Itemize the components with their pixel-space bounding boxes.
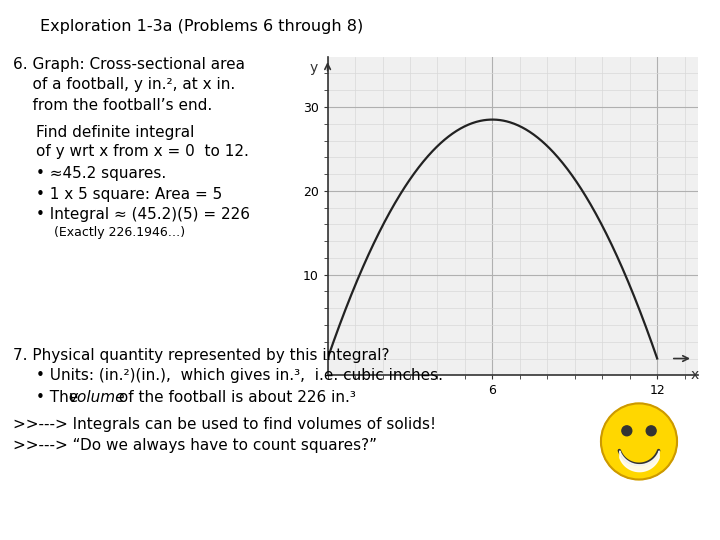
Text: >>---> Integrals can be used to find volumes of solids!: >>---> Integrals can be used to find vol… — [13, 417, 436, 432]
Text: • The: • The — [36, 390, 83, 405]
Text: 7. Physical quantity represented by this integral?: 7. Physical quantity represented by this… — [13, 348, 390, 363]
Circle shape — [647, 426, 656, 436]
Text: (Exactly 226.1946…): (Exactly 226.1946…) — [54, 226, 185, 239]
Text: Exploration 1-3a (Problems 6 through 8): Exploration 1-3a (Problems 6 through 8) — [40, 19, 363, 35]
Text: • ≈45.2 squares.: • ≈45.2 squares. — [36, 166, 166, 181]
Text: >>---> “Do we always have to count squares?”: >>---> “Do we always have to count squar… — [13, 438, 377, 454]
Text: from the football’s end.: from the football’s end. — [13, 98, 212, 113]
Circle shape — [601, 403, 677, 480]
Text: y: y — [310, 61, 318, 75]
Text: of a football, y in.², at x in.: of a football, y in.², at x in. — [13, 77, 235, 92]
Text: of the football is about 226 in.³: of the football is about 226 in.³ — [114, 390, 356, 405]
Text: x: x — [690, 368, 698, 382]
Text: Find definite integral: Find definite integral — [36, 125, 194, 140]
Text: • Integral ≈ (45.2)(5) = 226: • Integral ≈ (45.2)(5) = 226 — [36, 207, 250, 222]
Text: volume: volume — [69, 390, 125, 405]
Text: 6. Graph: Cross-sectional area: 6. Graph: Cross-sectional area — [13, 57, 245, 72]
Text: • 1 x 5 square: Area = 5: • 1 x 5 square: Area = 5 — [36, 187, 222, 202]
Circle shape — [622, 426, 631, 436]
Text: of y wrt x from x = 0  to 12.: of y wrt x from x = 0 to 12. — [36, 144, 249, 159]
Text: • Units: (in.²)(in.),  which gives in.³,  i.e. cubic inches.: • Units: (in.²)(in.), which gives in.³, … — [36, 368, 443, 383]
